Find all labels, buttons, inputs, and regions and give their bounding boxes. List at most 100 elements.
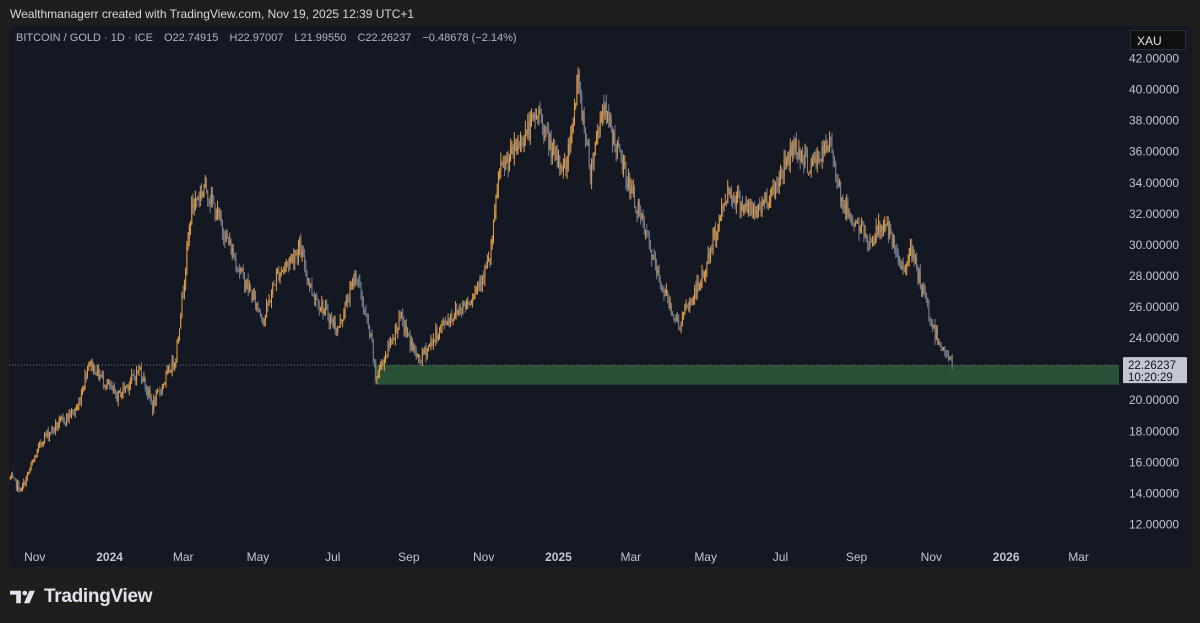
candle-body bbox=[739, 197, 741, 211]
candle-body bbox=[89, 365, 91, 367]
candle-body bbox=[923, 285, 925, 290]
y-tick-label: 34.00000 bbox=[1129, 176, 1179, 190]
y-tick-label: 24.00000 bbox=[1129, 331, 1179, 345]
candle-body bbox=[900, 265, 902, 269]
low-key: L bbox=[294, 32, 301, 44]
candle-body bbox=[637, 202, 639, 215]
high-value: 22.97007 bbox=[237, 32, 284, 44]
candle-body bbox=[827, 146, 829, 151]
candle-body bbox=[674, 318, 676, 320]
candle-body bbox=[834, 159, 835, 163]
candle-body bbox=[421, 349, 423, 362]
candle-body bbox=[141, 367, 142, 379]
candle-body bbox=[538, 108, 540, 119]
candle-body bbox=[816, 155, 818, 166]
x-tick-label: Nov bbox=[921, 550, 942, 564]
candle-body bbox=[946, 355, 948, 357]
candle-body bbox=[876, 226, 878, 235]
candle-body bbox=[944, 347, 946, 353]
candle-body bbox=[237, 269, 239, 271]
candle-body bbox=[531, 114, 532, 119]
candle-body bbox=[529, 118, 531, 138]
candle-body bbox=[209, 201, 211, 204]
candle-body bbox=[290, 256, 292, 260]
y-tick-label: 20.00000 bbox=[1129, 393, 1179, 407]
candle-body bbox=[583, 114, 585, 129]
candle-body bbox=[452, 318, 454, 320]
candle-body bbox=[459, 308, 461, 313]
candle-body bbox=[241, 268, 243, 271]
candle-body bbox=[371, 334, 373, 342]
candle-body bbox=[719, 216, 721, 217]
candle-body bbox=[479, 281, 481, 286]
candle-body bbox=[940, 345, 942, 348]
candle-body bbox=[588, 143, 590, 166]
candle-body bbox=[937, 329, 938, 343]
candle-body bbox=[775, 182, 777, 195]
candle-body bbox=[429, 344, 431, 347]
candle-body bbox=[301, 251, 303, 258]
candle-body bbox=[737, 192, 739, 195]
symbol-label[interactable]: BITCOIN / GOLD · 1D · ICE bbox=[16, 32, 153, 44]
candle-body bbox=[56, 422, 58, 429]
candle-body bbox=[881, 225, 883, 232]
candle-body bbox=[409, 333, 411, 347]
candle-body bbox=[306, 271, 308, 280]
candle-body bbox=[441, 323, 443, 328]
candle-body bbox=[820, 160, 822, 162]
candle-body bbox=[549, 139, 551, 149]
candle-body bbox=[199, 191, 201, 200]
candle-body bbox=[250, 287, 252, 291]
candle-body bbox=[532, 114, 534, 118]
candle-body bbox=[76, 409, 77, 411]
chart-frame[interactable]: 12.00000 14.00000 16.00000 18.00000 20.00000… bbox=[9, 26, 1192, 567]
candle-body bbox=[34, 457, 36, 461]
candle-body bbox=[784, 158, 786, 163]
candle-body bbox=[831, 139, 833, 154]
candle-body bbox=[651, 250, 653, 260]
candle-body bbox=[680, 324, 682, 327]
candle-body bbox=[402, 314, 404, 321]
y-tick-label: 12.00000 bbox=[1129, 517, 1179, 531]
y-tick-label: 38.00000 bbox=[1129, 114, 1179, 128]
candle-body bbox=[327, 308, 329, 319]
currency-badge[interactable]: XAU bbox=[1130, 30, 1186, 50]
candle-body bbox=[826, 146, 828, 152]
candle-body bbox=[501, 162, 503, 164]
candle-body bbox=[548, 129, 550, 149]
candle-body bbox=[677, 316, 678, 320]
candle-body bbox=[610, 119, 612, 129]
candle-body bbox=[52, 427, 54, 430]
candle-body bbox=[288, 262, 290, 266]
candle-body bbox=[122, 386, 124, 393]
candle-body bbox=[358, 280, 360, 281]
candle-body bbox=[24, 481, 26, 486]
candle-body bbox=[727, 186, 729, 204]
candle-body bbox=[853, 223, 855, 226]
candle-body bbox=[646, 230, 648, 232]
candle-body bbox=[440, 327, 442, 328]
candle-body bbox=[778, 177, 780, 187]
candle-body bbox=[658, 270, 660, 280]
price-chart[interactable]: 12.00000 14.00000 16.00000 18.00000 20.00000… bbox=[9, 26, 1192, 567]
candle-body bbox=[797, 153, 799, 156]
candle-body bbox=[18, 482, 20, 491]
x-tick-label: Sep bbox=[846, 550, 868, 564]
candle-body bbox=[745, 202, 747, 207]
candle-body bbox=[47, 431, 49, 438]
candle-body bbox=[147, 389, 149, 395]
candle-body bbox=[506, 158, 508, 162]
candle-body bbox=[598, 131, 600, 132]
x-tick-label: 2025 bbox=[545, 550, 572, 564]
candle-body bbox=[838, 181, 840, 186]
candle-body bbox=[404, 325, 406, 332]
candle-body bbox=[684, 309, 686, 314]
candle-body bbox=[594, 142, 596, 156]
candle-body bbox=[885, 223, 887, 225]
candle-body bbox=[624, 161, 626, 165]
candle-body bbox=[279, 273, 281, 280]
candle-body bbox=[245, 285, 247, 288]
candle-body bbox=[11, 475, 12, 478]
candle-body bbox=[933, 324, 935, 329]
support-zone bbox=[374, 365, 1119, 385]
